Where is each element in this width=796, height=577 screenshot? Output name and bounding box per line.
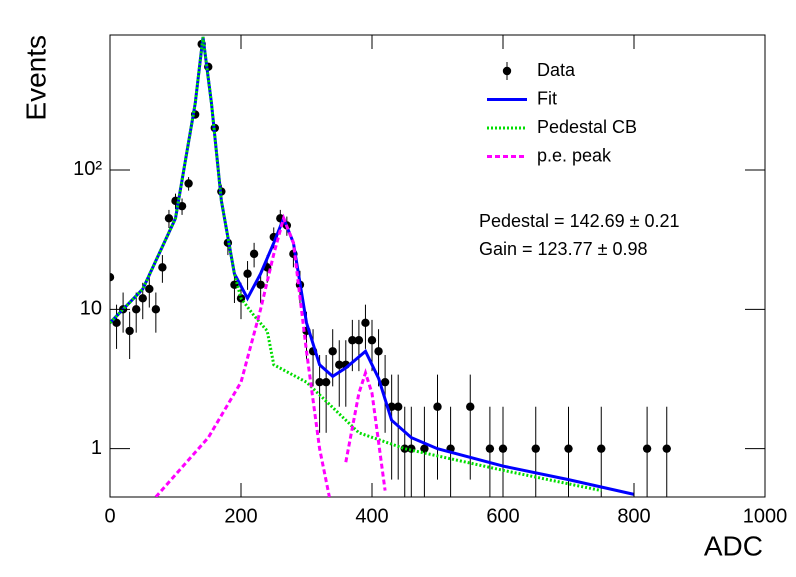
data-point: [485, 444, 495, 453]
data-point: [145, 284, 154, 294]
data-point: [361, 318, 370, 328]
x-tick-label: 800: [617, 505, 650, 527]
data-point: [328, 347, 337, 356]
x-axis-label: ADC: [704, 530, 763, 561]
y-axis-label: Events: [20, 35, 51, 121]
data-point: [110, 273, 115, 282]
legend-label: Pedestal CB: [537, 117, 637, 137]
x-tick-label: 600: [486, 505, 519, 527]
data-point: [335, 360, 344, 369]
legend-marker: [502, 66, 512, 76]
data-point: [642, 444, 652, 453]
data-point: [138, 294, 147, 303]
x-tick-label: 0: [104, 505, 115, 527]
data-point: [151, 305, 161, 314]
data-point: [466, 402, 475, 411]
data-point: [125, 326, 134, 336]
data-point: [531, 444, 540, 453]
data-point: [367, 336, 377, 345]
data-point: [177, 201, 187, 211]
x-tick-label: 200: [224, 505, 257, 527]
data-point: [498, 444, 508, 453]
data-point: [394, 402, 403, 411]
x-tick-label: 1000: [743, 505, 788, 527]
legend-label: Data: [537, 60, 576, 80]
y-tick-label: 1: [91, 437, 102, 459]
x-tick-label: 400: [355, 505, 388, 527]
legend-label: Fit: [537, 88, 557, 108]
data-point: [158, 263, 167, 272]
legend-label: p.e. peak: [537, 145, 612, 165]
fit-curve: [110, 36, 602, 493]
data-point: [132, 305, 141, 314]
data-point: [321, 377, 331, 387]
data-point: [597, 444, 606, 453]
data-point: [256, 280, 265, 289]
data-point: [354, 336, 364, 345]
data-point: [315, 377, 324, 387]
annotation: Gain = 123.77 ± 0.98: [479, 239, 648, 259]
data-point: [374, 347, 383, 356]
data-point: [433, 402, 442, 411]
y-tick-label: 10: [80, 298, 102, 320]
plot-area: [110, 36, 671, 497]
annotation: Pedestal = 142.69 ± 0.21: [479, 211, 680, 231]
data-point: [249, 249, 259, 259]
data-point: [380, 377, 390, 387]
data-point: [348, 336, 357, 345]
data-point: [112, 318, 121, 328]
data-point: [243, 269, 252, 278]
y-tick-label: 10²: [73, 158, 102, 180]
data-point: [164, 214, 174, 223]
data-point: [662, 444, 671, 453]
data-point: [420, 444, 429, 453]
data-point: [184, 179, 193, 188]
fit-curve: [154, 213, 387, 497]
data-point: [564, 444, 573, 453]
